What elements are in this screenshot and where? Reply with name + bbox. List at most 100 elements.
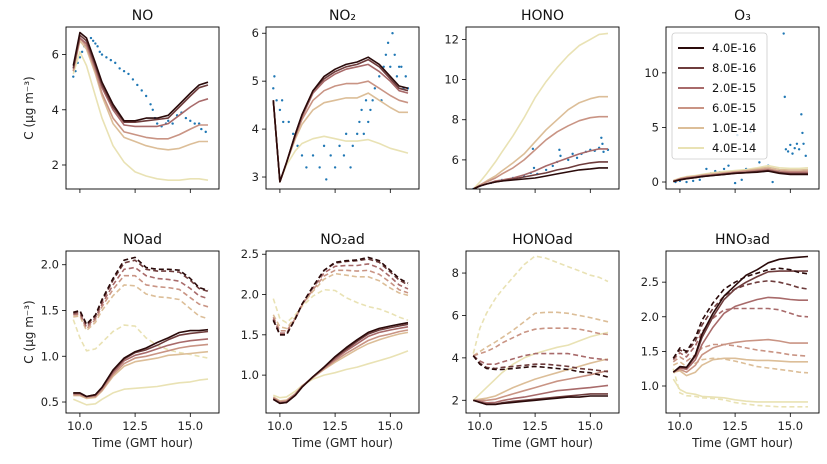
observation-point <box>325 178 328 181</box>
observation-point <box>358 120 361 124</box>
observation-point <box>400 65 403 68</box>
series-solid-2 <box>272 63 409 183</box>
observation-point <box>98 50 101 54</box>
series-solid-5 <box>273 350 409 399</box>
y-tick-label: 6 <box>452 153 459 167</box>
observation-point <box>342 154 346 157</box>
series-dashed-0 <box>472 355 609 378</box>
observation-point <box>296 144 299 148</box>
observation-point <box>389 65 392 68</box>
panel-6: 10.0 12.5 15.0 2 4 6 8 HONOad Time (GMT hour) <box>452 232 620 450</box>
observation-point <box>601 142 604 146</box>
panel-0: 2 4 6 NO C (μg m⁻³) <box>22 8 220 193</box>
observation-point <box>109 58 113 62</box>
y-tick-label: 5 <box>252 74 259 88</box>
y-tick-label: 2.0 <box>41 258 59 272</box>
series-dashed-3 <box>473 327 609 357</box>
series-solid-3 <box>473 369 609 402</box>
observation-point <box>105 56 108 59</box>
panel-5: 10.0 12.5 15.0 1.0 1.5 2.0 2.5 NO₂ad Time (GMT h… <box>241 232 420 450</box>
observation-point <box>384 53 388 56</box>
y-tick-label: 12 <box>444 32 459 46</box>
observation-point <box>364 99 368 102</box>
observation-point <box>567 158 570 162</box>
series-dashed-0 <box>672 267 809 359</box>
observation-point <box>362 132 366 136</box>
observation-point <box>131 78 135 81</box>
observation-point <box>100 53 104 56</box>
series-solid-2 <box>72 37 209 128</box>
y-tick-label: 4 <box>452 351 459 365</box>
observation-point <box>727 164 730 167</box>
observation-point <box>378 75 381 78</box>
legend-label: 4.0E-14 <box>712 141 756 155</box>
observation-point <box>531 147 535 151</box>
y-tick-label: 2.5 <box>641 275 659 289</box>
y-tick-label: 8 <box>452 266 459 280</box>
series-solid-0 <box>473 395 608 406</box>
x-tick-label: 15.0 <box>577 419 603 433</box>
observation-point <box>114 61 117 65</box>
series-dashed-3 <box>73 274 209 330</box>
panel-4: 10.0 12.5 15.0 0.5 1.0 1.5 2.0 NOad Time (GMT ho… <box>22 232 220 450</box>
observation-point <box>149 103 152 106</box>
y-tick-label: 0 <box>652 175 659 189</box>
observation-point <box>789 143 792 147</box>
x-axis-label: Time (GMT hour) <box>91 436 193 450</box>
observation-point <box>204 130 207 134</box>
observation-point <box>544 168 548 172</box>
observation-point <box>373 87 377 90</box>
observation-point <box>144 94 148 98</box>
observation-point <box>783 95 786 99</box>
series-solid-0 <box>73 328 209 398</box>
axes-frame <box>665 250 820 414</box>
panel-title: NO₂ad <box>320 232 365 248</box>
observation-point <box>404 75 407 78</box>
series-solid-1 <box>272 323 409 405</box>
observation-point <box>136 83 139 87</box>
y-tick-label: 2 <box>452 393 459 407</box>
series-dashed-4 <box>73 284 209 332</box>
observation-point <box>758 161 761 164</box>
observation-point <box>791 152 794 155</box>
series-dashed-4 <box>472 311 609 357</box>
panel-title: NO₂ <box>329 8 356 24</box>
panel-title: NO <box>132 8 154 24</box>
observation-point <box>291 132 295 136</box>
series-dashed-4 <box>272 272 409 330</box>
x-tick-label: 15.0 <box>777 419 803 433</box>
panel-title: NOad <box>123 232 162 248</box>
panel-7: 10.0 12.5 15.0 1.0 1.5 2.0 2.5 HNO₃ad Time (GMT … <box>641 232 820 450</box>
y-tick-label: 2.5 <box>241 247 259 261</box>
axes-frame <box>265 250 420 414</box>
observation-point <box>797 148 801 151</box>
series-dashed-0 <box>73 256 209 325</box>
panel-title: HONO <box>521 8 564 24</box>
observation-point <box>558 148 561 152</box>
observation-point <box>782 32 785 35</box>
observation-point <box>273 75 276 78</box>
series-solid-5 <box>72 51 209 181</box>
series-solid-4 <box>272 331 409 402</box>
x-axis-label: Time (GMT hour) <box>491 436 593 450</box>
observation-point <box>391 32 394 35</box>
series-solid-0 <box>272 56 409 183</box>
panel-title: O₃ <box>734 8 751 24</box>
y-tick-label: 1.0 <box>241 368 259 382</box>
series-solid-3 <box>272 329 409 403</box>
series-solid-5 <box>472 32 609 189</box>
series-dashed-5 <box>272 288 409 324</box>
y-tick-label: 1.5 <box>641 344 659 358</box>
axes-frame <box>65 250 220 414</box>
observation-point <box>804 154 807 158</box>
observation-point <box>151 108 154 111</box>
observation-point <box>571 152 574 156</box>
series-dashed-2 <box>73 266 209 328</box>
series-solid-4 <box>73 350 209 400</box>
y-tick-label: 2.0 <box>241 288 259 302</box>
y-tick-label: 5 <box>652 120 659 134</box>
series-solid-0 <box>272 321 409 405</box>
x-tick-label: 15.0 <box>177 419 203 433</box>
observation-point <box>740 178 743 182</box>
observation-point <box>691 179 695 183</box>
